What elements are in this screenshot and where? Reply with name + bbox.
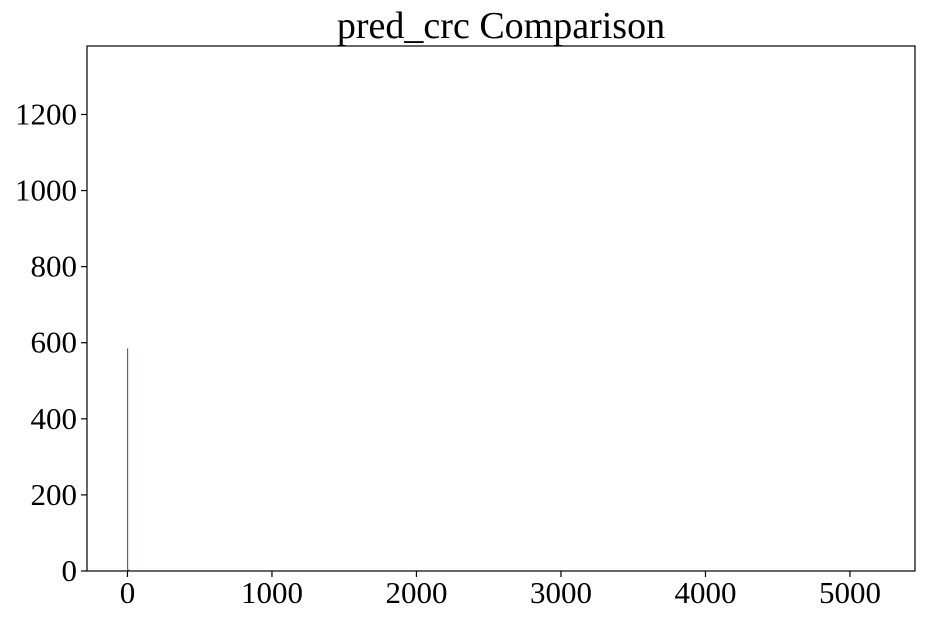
x-tick-label: 0: [120, 575, 136, 610]
y-tick-label: 1000: [15, 173, 77, 208]
bars-group: [126, 348, 130, 571]
x-axis: 0 1000 2000 3000 4000 5000: [120, 571, 881, 610]
bar-0-1: [128, 569, 130, 571]
y-tick-label: 1200: [15, 96, 77, 131]
x-tick-label: 1000: [241, 575, 303, 610]
plot-frame: [86, 45, 916, 572]
y-tick-label: 800: [31, 249, 78, 284]
y-axis: 0 200 400 600 800 1000 1200: [15, 96, 87, 588]
x-tick-label: 2000: [385, 575, 447, 610]
y-tick-label: 200: [31, 477, 78, 512]
y-tick-label: 600: [31, 325, 78, 360]
y-tick-label: 0: [62, 553, 78, 588]
y-tick-label: 400: [31, 401, 78, 436]
x-tick-label: 5000: [819, 575, 881, 610]
bar-0-0: [126, 348, 129, 571]
chart-title: pred_crc Comparison: [337, 5, 665, 47]
x-tick-label: 3000: [530, 575, 592, 610]
x-tick-label: 4000: [674, 575, 736, 610]
